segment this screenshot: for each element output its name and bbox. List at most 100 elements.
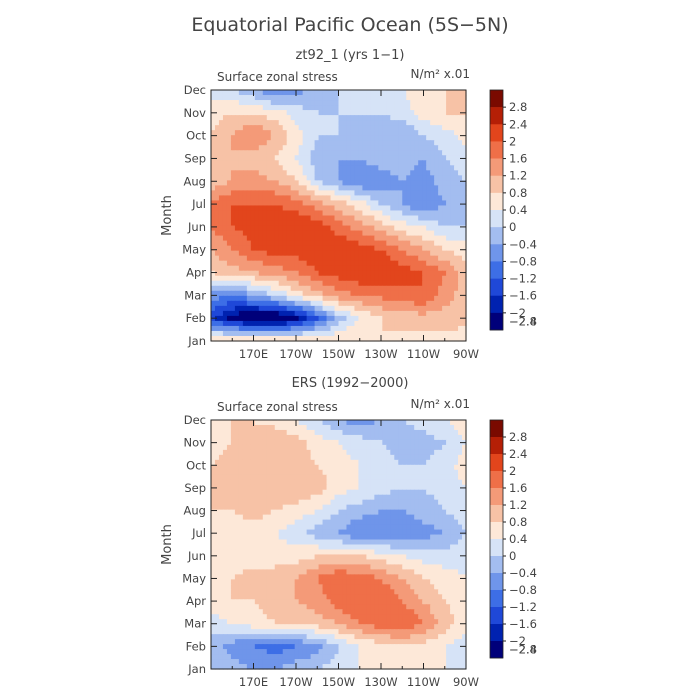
heatmap-cell <box>338 275 344 282</box>
heatmap-cell <box>286 479 292 486</box>
heatmap-cell <box>446 125 451 131</box>
heatmap-cell <box>242 215 248 222</box>
heatmap-cell <box>402 459 407 466</box>
heatmap-cell <box>310 444 316 451</box>
heatmap-cell <box>286 240 292 247</box>
heatmap-cell <box>286 150 292 156</box>
heatmap-cell <box>218 235 224 242</box>
heatmap-cell <box>234 200 240 207</box>
heatmap-cell <box>342 115 348 121</box>
heatmap-cell <box>426 270 431 277</box>
heatmap-cell <box>426 325 431 332</box>
heatmap-cell <box>290 90 296 96</box>
heatmap-cell <box>254 280 260 287</box>
heatmap-cell <box>286 420 292 426</box>
heatmap-cell <box>386 115 391 121</box>
heatmap-cell <box>374 325 379 332</box>
heatmap-cell <box>422 150 427 156</box>
heatmap-cell <box>282 220 288 227</box>
heatmap-cell <box>402 155 407 161</box>
heatmap-cell <box>358 489 363 496</box>
heatmap-cell <box>422 489 427 496</box>
heatmap-cell <box>234 255 240 262</box>
heatmap-cell <box>334 205 340 212</box>
heatmap-cell <box>306 145 312 151</box>
heatmap-cell <box>250 474 256 481</box>
heatmap-cell <box>322 105 328 111</box>
heatmap-cell <box>462 499 467 506</box>
heatmap-cell <box>306 160 312 166</box>
heatmap-cell <box>334 459 340 466</box>
heatmap-cell <box>338 175 344 181</box>
heatmap-cell <box>422 130 427 136</box>
heatmap-cell <box>410 320 415 327</box>
heatmap-cell <box>214 424 220 431</box>
heatmap-cell <box>414 195 419 202</box>
heatmap-cell <box>326 509 332 516</box>
heatmap-cell <box>294 140 300 146</box>
heatmap-cell <box>330 220 336 227</box>
heatmap-cell <box>462 290 467 297</box>
heatmap-cell <box>414 504 419 511</box>
heatmap-cell <box>410 499 415 506</box>
heatmap-cell <box>450 225 455 232</box>
heatmap-cell <box>286 499 292 506</box>
heatmap-cell <box>370 115 375 121</box>
heatmap-cell <box>394 240 399 247</box>
heatmap-cell <box>298 519 304 526</box>
heatmap-cell <box>262 120 268 126</box>
heatmap-cell <box>314 300 320 307</box>
heatmap-cell <box>354 265 360 272</box>
heatmap-cell <box>226 190 232 197</box>
heatmap-cell <box>314 90 320 96</box>
heatmap-cell <box>250 330 256 337</box>
heatmap-cell <box>366 424 371 431</box>
heatmap-cell <box>306 544 312 551</box>
heatmap-cell <box>382 320 387 327</box>
heatmap-cell <box>211 310 216 317</box>
heatmap-cell <box>350 235 356 242</box>
heatmap-cell <box>406 220 411 227</box>
heatmap-cell <box>374 300 379 307</box>
heatmap-cell <box>462 494 467 501</box>
heatmap-cell <box>218 250 224 257</box>
heatmap-cell <box>438 100 443 106</box>
heatmap-cell <box>214 280 220 287</box>
heatmap-cell <box>462 135 467 141</box>
heatmap-cell <box>394 434 399 441</box>
heatmap-cell <box>262 115 268 121</box>
heatmap-cell <box>350 210 356 217</box>
heatmap-cell <box>274 110 280 116</box>
heatmap-cell <box>278 429 284 436</box>
heatmap-cell <box>258 335 264 342</box>
heatmap-cell <box>226 140 232 146</box>
heatmap-cell <box>394 514 399 521</box>
heatmap-cell <box>382 135 387 141</box>
heatmap-cell <box>310 424 316 431</box>
heatmap-cell <box>354 285 360 292</box>
heatmap-cell <box>278 544 284 551</box>
y-tick-label: Dec <box>184 83 206 97</box>
heatmap-cell <box>414 105 419 111</box>
heatmap-cell <box>294 295 300 302</box>
heatmap-cell <box>310 195 316 202</box>
heatmap-cell <box>310 434 316 441</box>
heatmap-cell <box>218 459 224 466</box>
heatmap-cell <box>438 235 443 242</box>
heatmap-cell <box>294 285 300 292</box>
heatmap-cell <box>374 544 379 551</box>
heatmap-cell <box>430 90 435 96</box>
heatmap-cell <box>402 160 407 166</box>
colorbar-label: −0.4 <box>509 237 537 251</box>
heatmap-cell <box>234 140 240 146</box>
heatmap-cell <box>226 120 232 126</box>
heatmap-cell <box>386 105 391 111</box>
heatmap-cell <box>314 145 320 151</box>
heatmap-cell <box>422 125 427 131</box>
heatmap-cell <box>258 175 264 181</box>
heatmap-cell <box>266 509 272 516</box>
heatmap-cell <box>458 195 463 202</box>
heatmap-cell <box>266 534 272 541</box>
heatmap-cell <box>342 300 348 307</box>
heatmap-cell <box>382 185 387 191</box>
